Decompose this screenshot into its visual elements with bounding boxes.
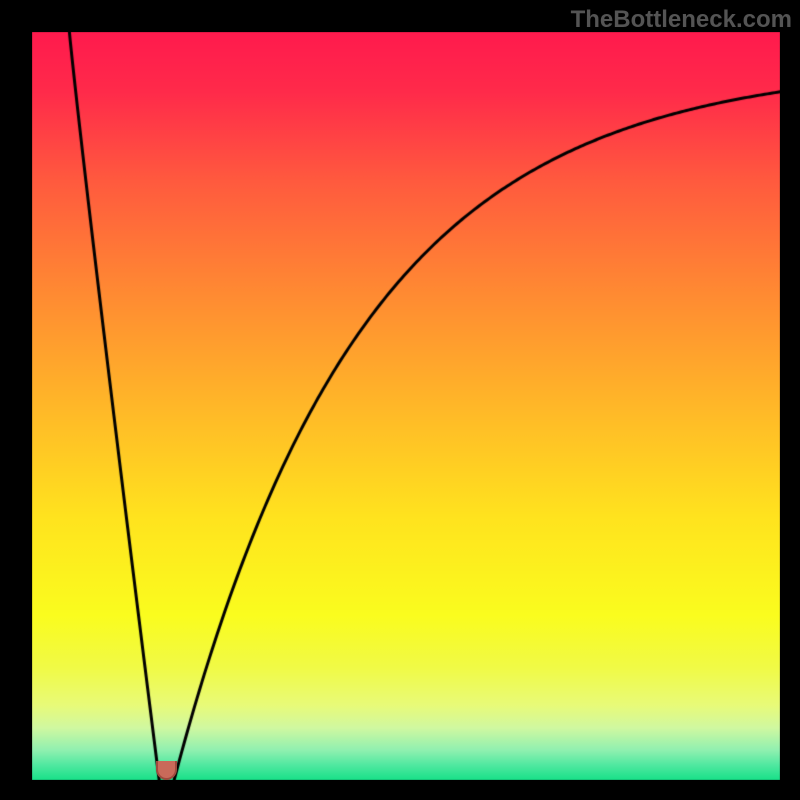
- bottleneck-curve-canvas: [0, 0, 800, 800]
- watermark-text: TheBottleneck.com: [571, 6, 792, 34]
- chart-container: TheBottleneck.com: [0, 0, 800, 800]
